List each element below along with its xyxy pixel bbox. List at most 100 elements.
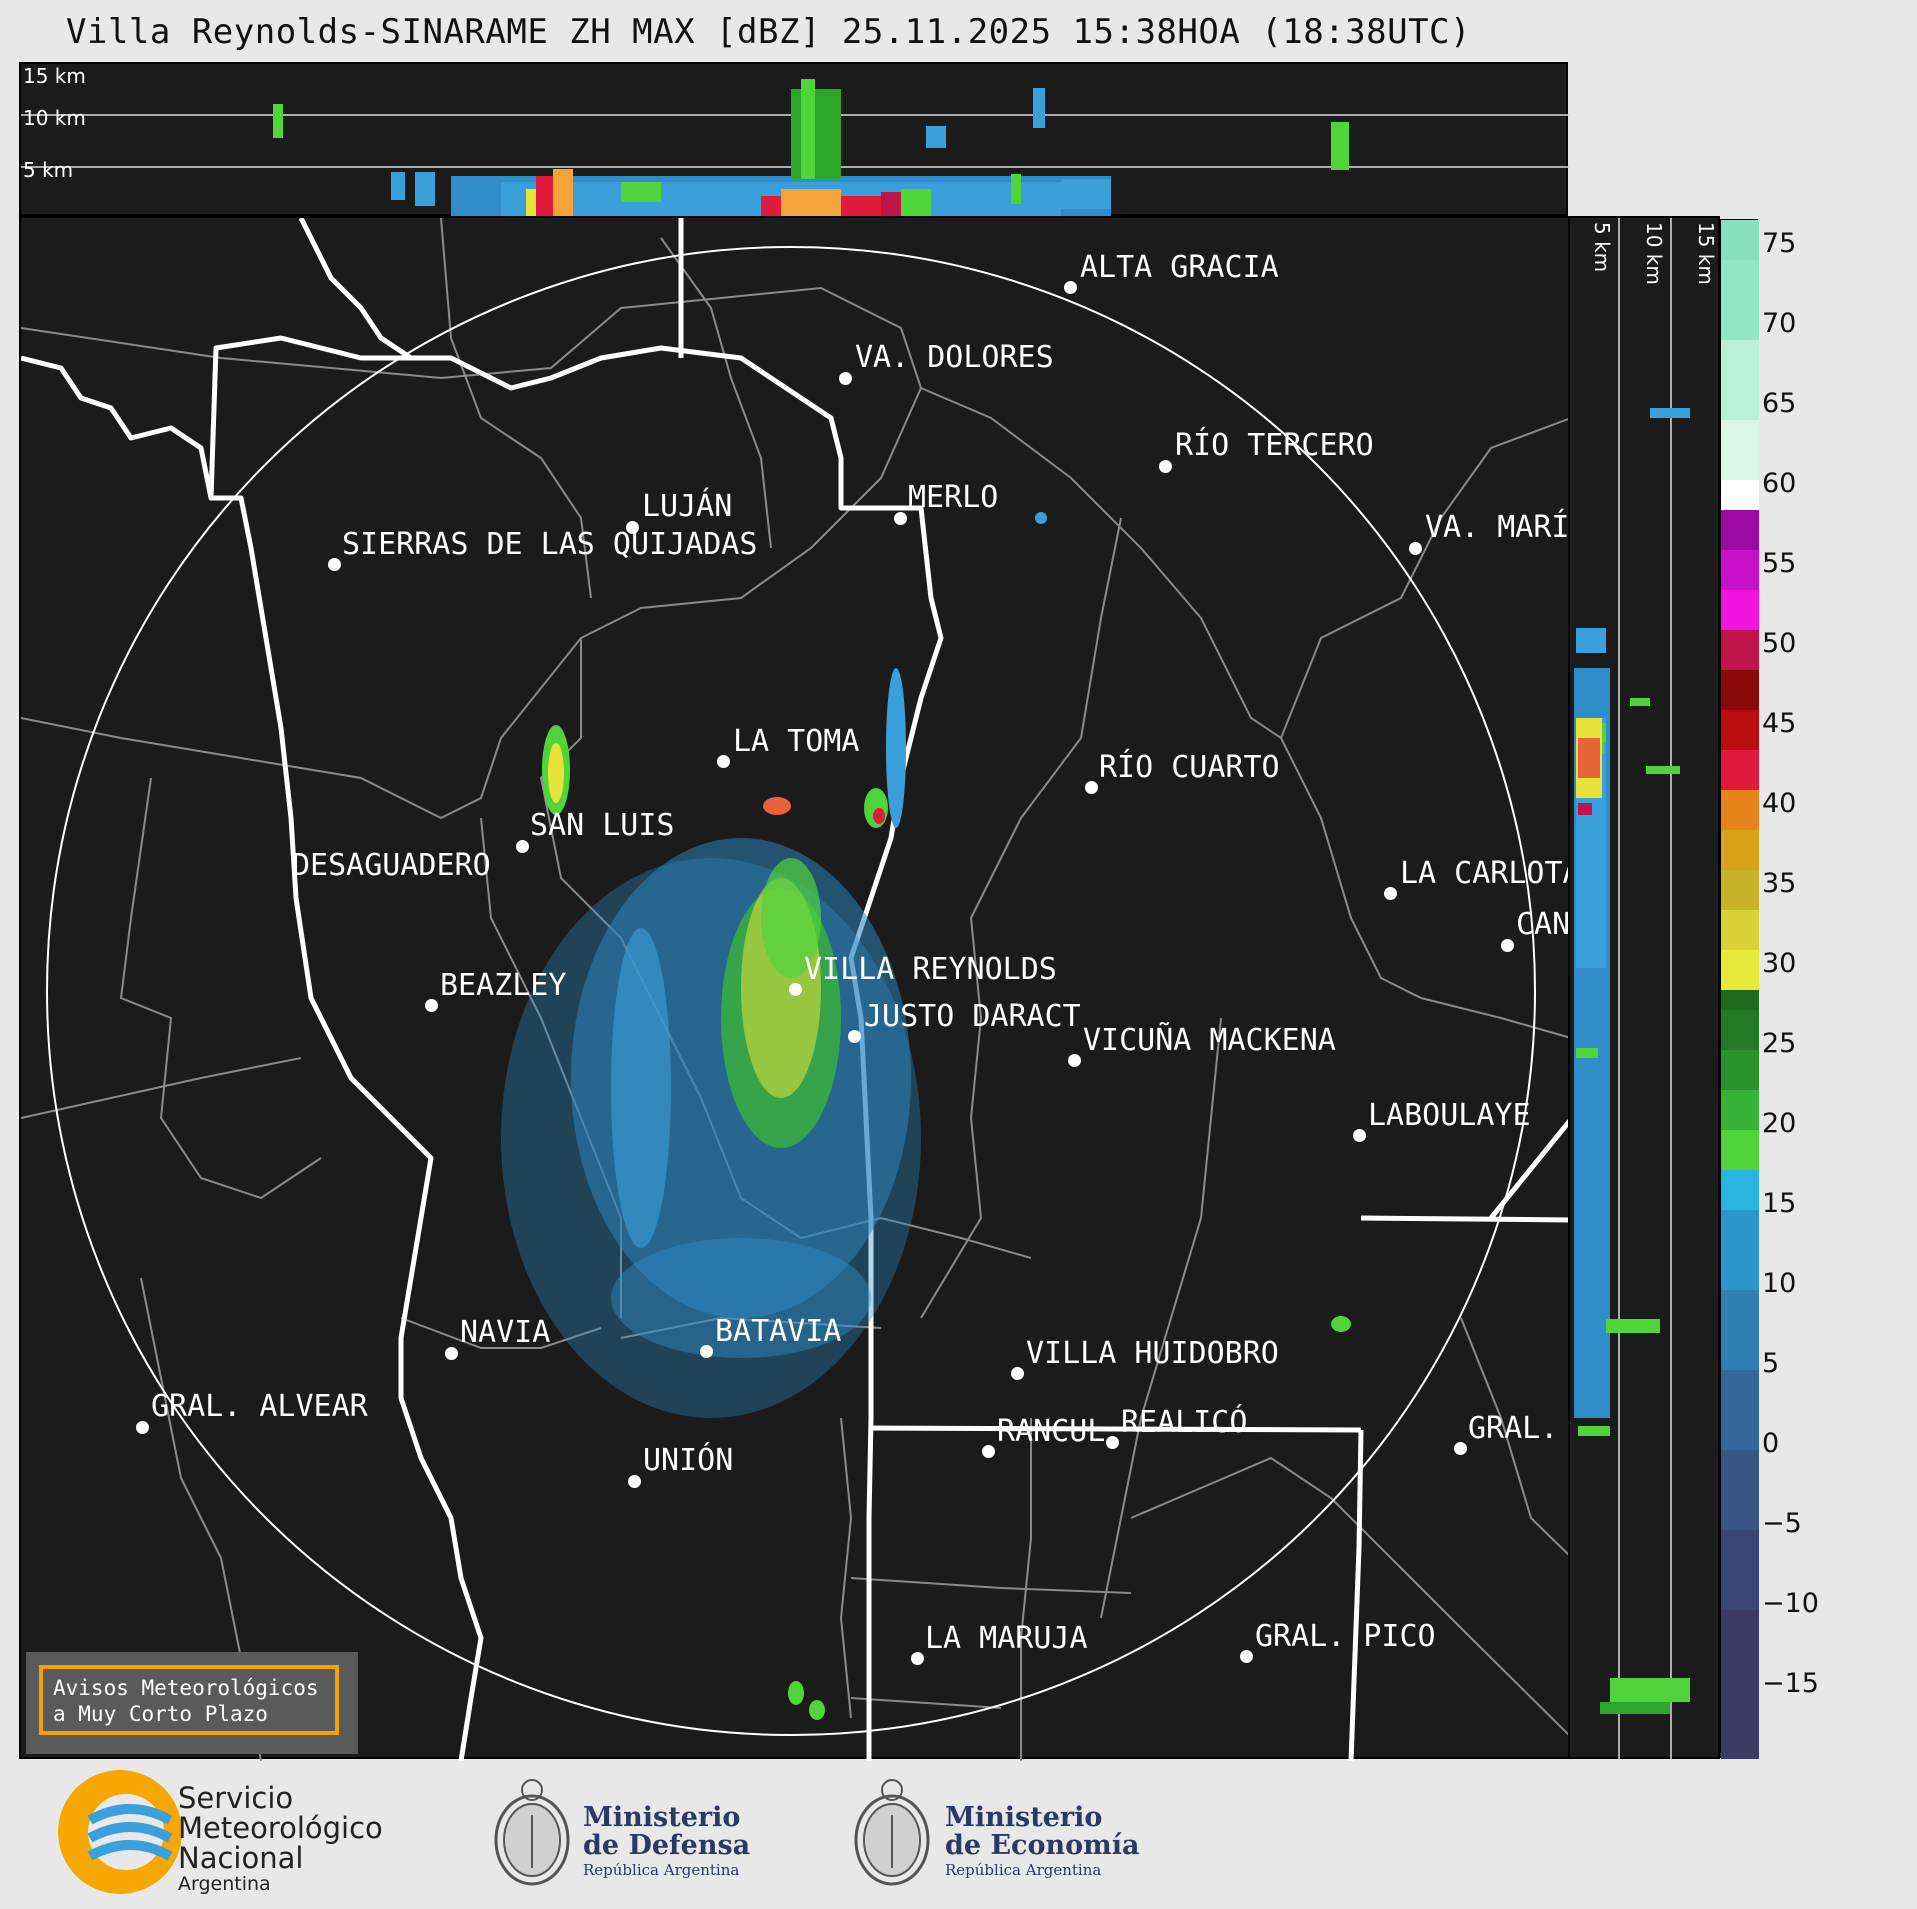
- top-profile-graphics: [21, 79, 1570, 216]
- city-dot-gral-pico: [1240, 1650, 1253, 1663]
- colorbar-tick: 30: [1762, 948, 1797, 979]
- city-label-gral: GRAL.: [1468, 1411, 1559, 1446]
- city-label-beazley: BEAZLEY: [440, 968, 567, 1003]
- colorbar-tick: 50: [1762, 628, 1797, 659]
- colorbar-tick: 70: [1762, 308, 1797, 339]
- notice-box: Avisos Meteorológicos a Muy Corto Plazo: [26, 1652, 358, 1754]
- side-height-label-5: 5 km: [1590, 222, 1614, 273]
- city-dot-rio-tercero: [1159, 460, 1172, 473]
- city-label-villa-huidobro: VILLA HUIDOBRO: [1026, 1336, 1279, 1371]
- city-dot-navia: [445, 1347, 458, 1360]
- city-dot-justo-daract: [848, 1030, 861, 1043]
- city-dot-villa-huidobro: [1011, 1367, 1024, 1380]
- side-height-profile-panel: 5 km 10 km 15 km: [1568, 216, 1720, 1761]
- city-dot-la-maruja: [911, 1652, 924, 1665]
- city-dot-gral-alvear: [136, 1421, 149, 1434]
- city-label-alta-gracia: ALTA GRACIA: [1080, 250, 1279, 285]
- city-label-villa-reynolds: VILLA REYNOLDS: [804, 952, 1057, 987]
- colorbar-tick: −15: [1762, 1668, 1819, 1699]
- smn-logo-icon: [58, 1770, 182, 1894]
- colorbar-tick: 20: [1762, 1108, 1797, 1139]
- city-label-batavia: BATAVIA: [715, 1314, 842, 1349]
- colorbar-tick: 25: [1762, 1028, 1797, 1059]
- top-height-label-5: 5 km: [23, 158, 74, 182]
- city-dot-merlo: [894, 512, 907, 525]
- city-label-union: UNIÓN: [643, 1443, 734, 1478]
- colorbar-tick: 0: [1762, 1428, 1780, 1459]
- city-dot-alta-gracia: [1064, 281, 1077, 294]
- colorbar-tick: 60: [1762, 468, 1797, 499]
- city-label-desaguadero: DESAGUADERO: [292, 848, 491, 883]
- city-dot-san-luis: [516, 840, 529, 853]
- city-dot-va-mari: [1409, 542, 1422, 555]
- economia-line-1: Ministerio: [945, 1802, 1103, 1833]
- city-label-san-luis: SAN LUIS: [530, 808, 675, 843]
- city-dot-la-toma: [717, 755, 730, 768]
- economia-line-2: de Economía: [945, 1830, 1140, 1861]
- city-label-vicuna-mackena: VICUÑA MACKENA: [1083, 1023, 1336, 1058]
- colorbar-tick: 40: [1762, 788, 1797, 819]
- city-dot-can: [1501, 939, 1514, 952]
- notice-box-frame: Avisos Meteorológicos a Muy Corto Plazo: [39, 1665, 339, 1735]
- city-dot-rancul: [982, 1445, 995, 1458]
- defensa-line-2: de Defensa: [583, 1830, 751, 1861]
- colorbar-tick: −5: [1762, 1508, 1802, 1539]
- city-dot-va-dolores: [839, 372, 852, 385]
- smn-line-4: Argentina: [178, 1873, 271, 1895]
- city-label-justo-daract: JUSTO DARACT: [864, 999, 1081, 1034]
- city-label-sierras-de-las-quijadas: SIERRAS DE LAS QUIJADAS: [342, 527, 758, 562]
- city-label-rancul: RANCUL: [997, 1414, 1106, 1449]
- city-dot-la-carlota: [1384, 887, 1397, 900]
- top-height-label-10: 10 km: [23, 106, 86, 130]
- defensa-line-3: República Argentina: [583, 1861, 740, 1879]
- city-label-gral-alvear: GRAL. ALVEAR: [151, 1389, 368, 1424]
- top-height-label-15: 15 km: [23, 64, 86, 88]
- top-height-profile-panel: 15 km 10 km 5 km: [19, 62, 1570, 216]
- colorbar-tick: 65: [1762, 388, 1797, 419]
- city-dot-beazley: [425, 999, 438, 1012]
- smn-line-2: Meteorológico: [178, 1811, 383, 1845]
- colorbar-tick: 55: [1762, 548, 1797, 579]
- colorbar-tick: 5: [1762, 1348, 1780, 1379]
- city-dot-gral: [1454, 1442, 1467, 1455]
- colorbar-tick: −10: [1762, 1588, 1819, 1619]
- notice-line-1: Avisos Meteorológicos: [53, 1676, 319, 1700]
- radar-map-graphics: [21, 218, 1572, 1761]
- ministerio-defensa-seal-icon: [494, 1779, 570, 1886]
- city-label-navia: NAVIA: [460, 1315, 551, 1350]
- city-dot-realico: [1106, 1436, 1119, 1449]
- city-dot-lujan: [626, 521, 639, 534]
- reflectivity-colorbar: [1720, 219, 1759, 1759]
- city-dot-union: [628, 1475, 641, 1488]
- city-label-lujan: LUJÁN: [642, 489, 733, 524]
- city-dot-sierras-de-las-quijadas: [328, 558, 341, 571]
- economia-line-3: República Argentina: [945, 1861, 1102, 1879]
- city-label-gral-pico: GRAL. PICO: [1255, 1619, 1436, 1654]
- colorbar-tick: 35: [1762, 868, 1797, 899]
- city-dot-villa-reynolds: [789, 983, 802, 996]
- city-label-la-carlota: LA CARLOTA: [1400, 856, 1581, 891]
- map-title: Villa Reynolds-SINARAME ZH MAX [dBZ] 25.…: [66, 12, 1471, 52]
- city-label-va-mari: VA. MARÍ: [1425, 510, 1570, 545]
- side-height-label-10: 10 km: [1642, 222, 1666, 285]
- city-label-can: CAN: [1516, 907, 1571, 942]
- defensa-line-1: Ministerio: [583, 1802, 741, 1833]
- notice-line-2: a Muy Corto Plazo: [53, 1702, 268, 1726]
- side-profile-graphics: [1574, 218, 1690, 1761]
- side-height-label-15: 15 km: [1694, 222, 1718, 285]
- city-label-realico: REALICÓ: [1121, 1405, 1248, 1440]
- colorbar-tick: 75: [1762, 228, 1797, 259]
- city-label-la-maruja: LA MARUJA: [925, 1621, 1088, 1656]
- smn-logo-text: Servicio Meteorológico Nacional Argentin…: [178, 1783, 383, 1895]
- city-label-merlo: MERLO: [908, 480, 999, 515]
- city-label-rio-cuarto: RÍO CUARTO: [1099, 750, 1280, 785]
- city-label-va-dolores: VA. DOLORES: [855, 340, 1054, 375]
- city-dot-batavia: [700, 1345, 713, 1358]
- colorbar-gradient: [1721, 220, 1759, 1759]
- smn-line-3: Nacional: [178, 1841, 304, 1875]
- colorbar-tick: 15: [1762, 1188, 1797, 1219]
- city-dot-laboulaye: [1353, 1129, 1366, 1142]
- city-dot-rio-cuarto: [1085, 781, 1098, 794]
- smn-line-1: Servicio: [178, 1781, 294, 1815]
- city-label-laboulaye: LABOULAYE: [1368, 1098, 1531, 1133]
